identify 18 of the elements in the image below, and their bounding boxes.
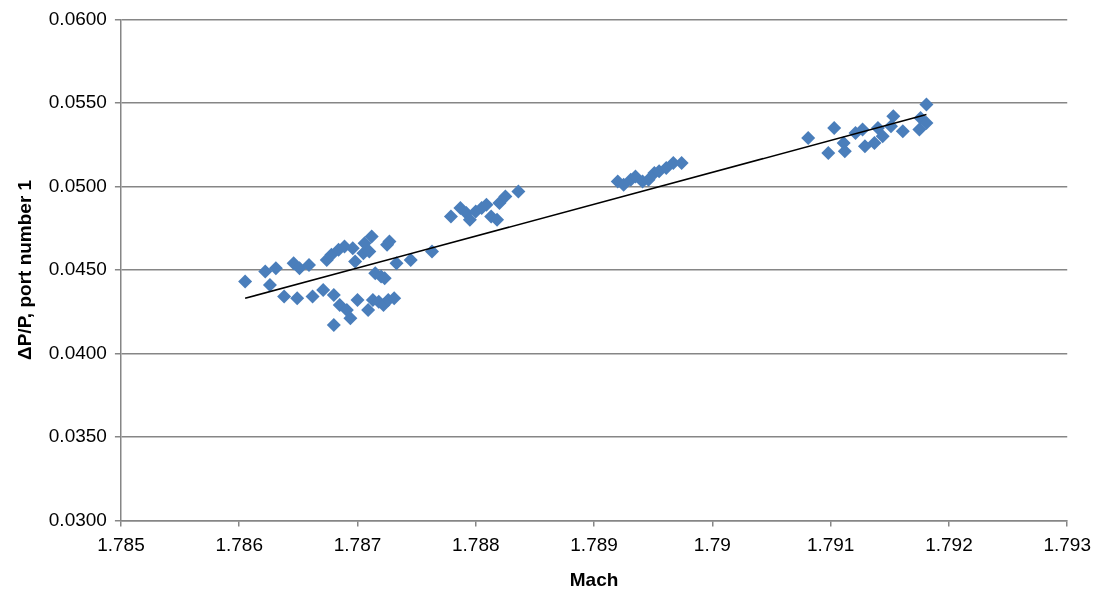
- x-axis-title: Mach: [569, 568, 619, 590]
- x-tick-label: 1.788: [452, 534, 500, 556]
- x-tick-label: 1.792: [925, 534, 973, 556]
- x-tick-label: 1.79: [693, 534, 731, 556]
- y-tick-label: 0.0600: [48, 7, 107, 29]
- y-tick-label: 0.0350: [48, 425, 107, 447]
- x-tick-label: 1.789: [570, 534, 618, 556]
- x-tick-label: 1.785: [97, 534, 145, 556]
- y-tick-label: 0.0450: [48, 258, 107, 280]
- x-tick-label: 1.791: [806, 534, 855, 556]
- y-tick-label: 0.0300: [48, 508, 107, 530]
- y-tick-label: 0.0550: [48, 91, 107, 113]
- x-tick-label: 1.787: [333, 534, 382, 556]
- y-axis-title: ΔP/P, port number 1: [13, 179, 35, 360]
- y-tick-label: 0.0400: [48, 341, 107, 363]
- x-tick-label: 1.793: [1043, 534, 1091, 556]
- x-tick-label: 1.786: [215, 534, 263, 556]
- y-tick-label: 0.0500: [48, 174, 107, 196]
